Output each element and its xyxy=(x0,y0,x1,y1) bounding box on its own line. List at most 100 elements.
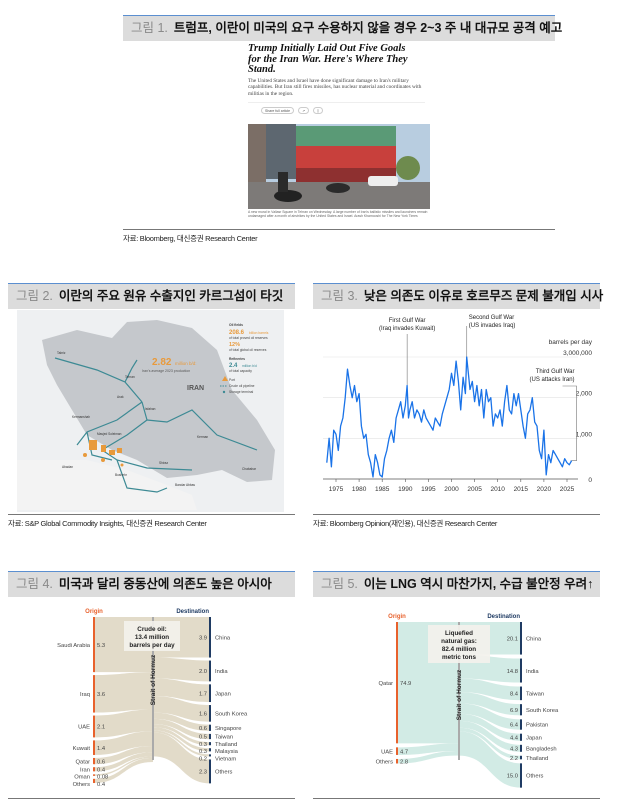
origin-bar xyxy=(93,617,95,673)
city-label: Tabriz xyxy=(57,351,66,355)
origin-name: UAE xyxy=(381,749,393,755)
crude-oil-sankey-chart: Strait of Hormuz Crude oil:13.4 millionba… xyxy=(57,609,248,788)
origin-bar xyxy=(93,740,95,755)
destination-bar xyxy=(209,724,211,731)
origin-bar xyxy=(93,757,95,765)
legend-oil-fields: Oil fields xyxy=(229,323,243,327)
origin-name: Oman xyxy=(74,775,90,781)
iran-landmass xyxy=(42,320,275,482)
annotation-subtitle: (US invades Iraq) xyxy=(469,323,516,329)
share-article-button[interactable]: Share full article xyxy=(261,107,295,114)
iran-oil-infrastructure-map: IRAN 2.82 million b/d: Iran's average 20… xyxy=(17,310,284,512)
x-tick-label: 1990 xyxy=(398,486,413,493)
figure-number: 그림 5. xyxy=(321,577,358,591)
total-box-line: Crude oil: xyxy=(137,626,166,633)
gulf-water xyxy=(17,460,197,510)
destination-bar xyxy=(520,719,522,730)
figure-5-bottom-rule xyxy=(313,798,600,799)
strait-label: Strait of Hormuz xyxy=(150,654,157,705)
x-tick-label: 1995 xyxy=(421,486,436,493)
destination-bar xyxy=(520,704,522,716)
city-label: Abadan xyxy=(62,465,73,469)
destination-bar xyxy=(209,748,211,752)
total-box xyxy=(124,621,180,651)
destination-value: 0.6 xyxy=(199,726,207,732)
destination-value: 8.4 xyxy=(510,692,519,698)
total-box-line: barrels per day xyxy=(129,642,175,649)
figure-title: 트럼프, 이란이 미국의 요구 수용하지 않을 경우 2~3 주 내 대규모 공… xyxy=(173,21,563,35)
flow-band-destination xyxy=(459,727,521,760)
figure-4-bottom-rule xyxy=(8,798,295,799)
origin-name: Iran xyxy=(80,767,90,773)
flow-band-destination xyxy=(153,696,210,722)
storage-terminal-icon xyxy=(222,390,226,394)
destination-value: 20.1 xyxy=(507,636,518,642)
origin-bar xyxy=(396,758,398,764)
y-tick-label: 1,000 xyxy=(576,431,593,438)
y-tick-label: 2,000 xyxy=(576,391,593,398)
origin-value: 0.08 xyxy=(97,775,108,781)
y-tick-label: 3,000,000 xyxy=(563,350,592,357)
city-label: Arak xyxy=(117,395,124,399)
origin-value: 2.1 xyxy=(97,725,105,731)
city-label: Kerman xyxy=(197,435,208,439)
city-label: Bandar Abbas xyxy=(175,483,195,487)
city-label: Masjed Soleiman xyxy=(97,432,122,436)
flow-band-destination xyxy=(459,678,521,701)
flow-band-origin xyxy=(397,743,459,755)
port-icon xyxy=(222,376,228,381)
figure-3-source: 자료: Bloomberg Opinion(재인용), 대신증권 Researc… xyxy=(313,514,600,529)
destination-bar xyxy=(520,744,522,752)
figure-title: 미국과 달리 중동산에 의존도 높은 아시아 xyxy=(58,577,272,591)
flow-band-origin xyxy=(94,745,153,765)
figure-5-header: 그림 5. 이는 LNG 역시 마찬가지, 수급 불안정 우려↑ xyxy=(313,571,600,597)
destination-name: Others xyxy=(526,774,543,780)
x-tick-label: 2015 xyxy=(514,486,529,493)
origin-value: 3.6 xyxy=(97,692,105,698)
destination-value: 0.3 xyxy=(199,742,207,748)
destination-name: Thailand xyxy=(526,756,548,762)
crude-oil-pipelines xyxy=(54,357,258,493)
x-tick-label: 1975 xyxy=(329,486,344,493)
flow-band-destination xyxy=(153,732,210,784)
origin-bar xyxy=(93,774,95,776)
bookmark-icon[interactable]: ▯ xyxy=(313,107,323,114)
origin-value: 5.3 xyxy=(97,643,105,649)
city-label: Tehran xyxy=(125,375,135,379)
legend-pipeline: Crude oil pipeline xyxy=(229,384,255,388)
destination-bar xyxy=(520,622,522,655)
flow-band-destination xyxy=(459,720,521,752)
origin-header: Origin xyxy=(85,609,103,615)
x-tick-label: 2010 xyxy=(490,486,505,493)
flow-band-origin xyxy=(94,752,153,772)
destination-bar xyxy=(209,733,211,740)
origin-bar xyxy=(93,767,95,772)
flow-band-destination xyxy=(153,678,210,703)
destination-name: Japan xyxy=(215,691,231,697)
destination-name: Thailand xyxy=(215,742,237,748)
destination-value: 3.9 xyxy=(199,635,207,641)
flow-band-destination xyxy=(153,718,210,740)
origin-name: Iraq xyxy=(80,692,90,698)
city-label: Isfahan xyxy=(145,407,156,411)
destination-header: Destination xyxy=(176,609,209,615)
annotation-subtitle: (Iraq invades Kuwait) xyxy=(379,326,435,332)
article-photo xyxy=(248,124,430,209)
figure-title: 낮은 의존도 이유로 호르무즈 문제 불개입 시사 xyxy=(363,289,604,303)
flow-band-origin xyxy=(397,750,459,764)
destination-name: Malaysia xyxy=(215,749,239,755)
destination-value: 6.4 xyxy=(510,723,519,729)
strait-label: Strait of Hormuz xyxy=(456,669,463,720)
origin-value: 0.4 xyxy=(97,782,106,788)
destination-bar xyxy=(209,754,211,757)
flow-band-destination xyxy=(153,724,210,746)
origin-value: 74.9 xyxy=(400,681,411,687)
legend-capacity-value: 2.4 xyxy=(229,363,238,369)
share-icon[interactable]: ↗ xyxy=(298,107,310,114)
figure-number: 그림 3. xyxy=(321,289,358,303)
origin-bar xyxy=(396,747,398,755)
origin-bar xyxy=(93,675,95,713)
annotation-title: First Gulf War xyxy=(389,318,426,324)
origin-header: Origin xyxy=(388,614,406,620)
